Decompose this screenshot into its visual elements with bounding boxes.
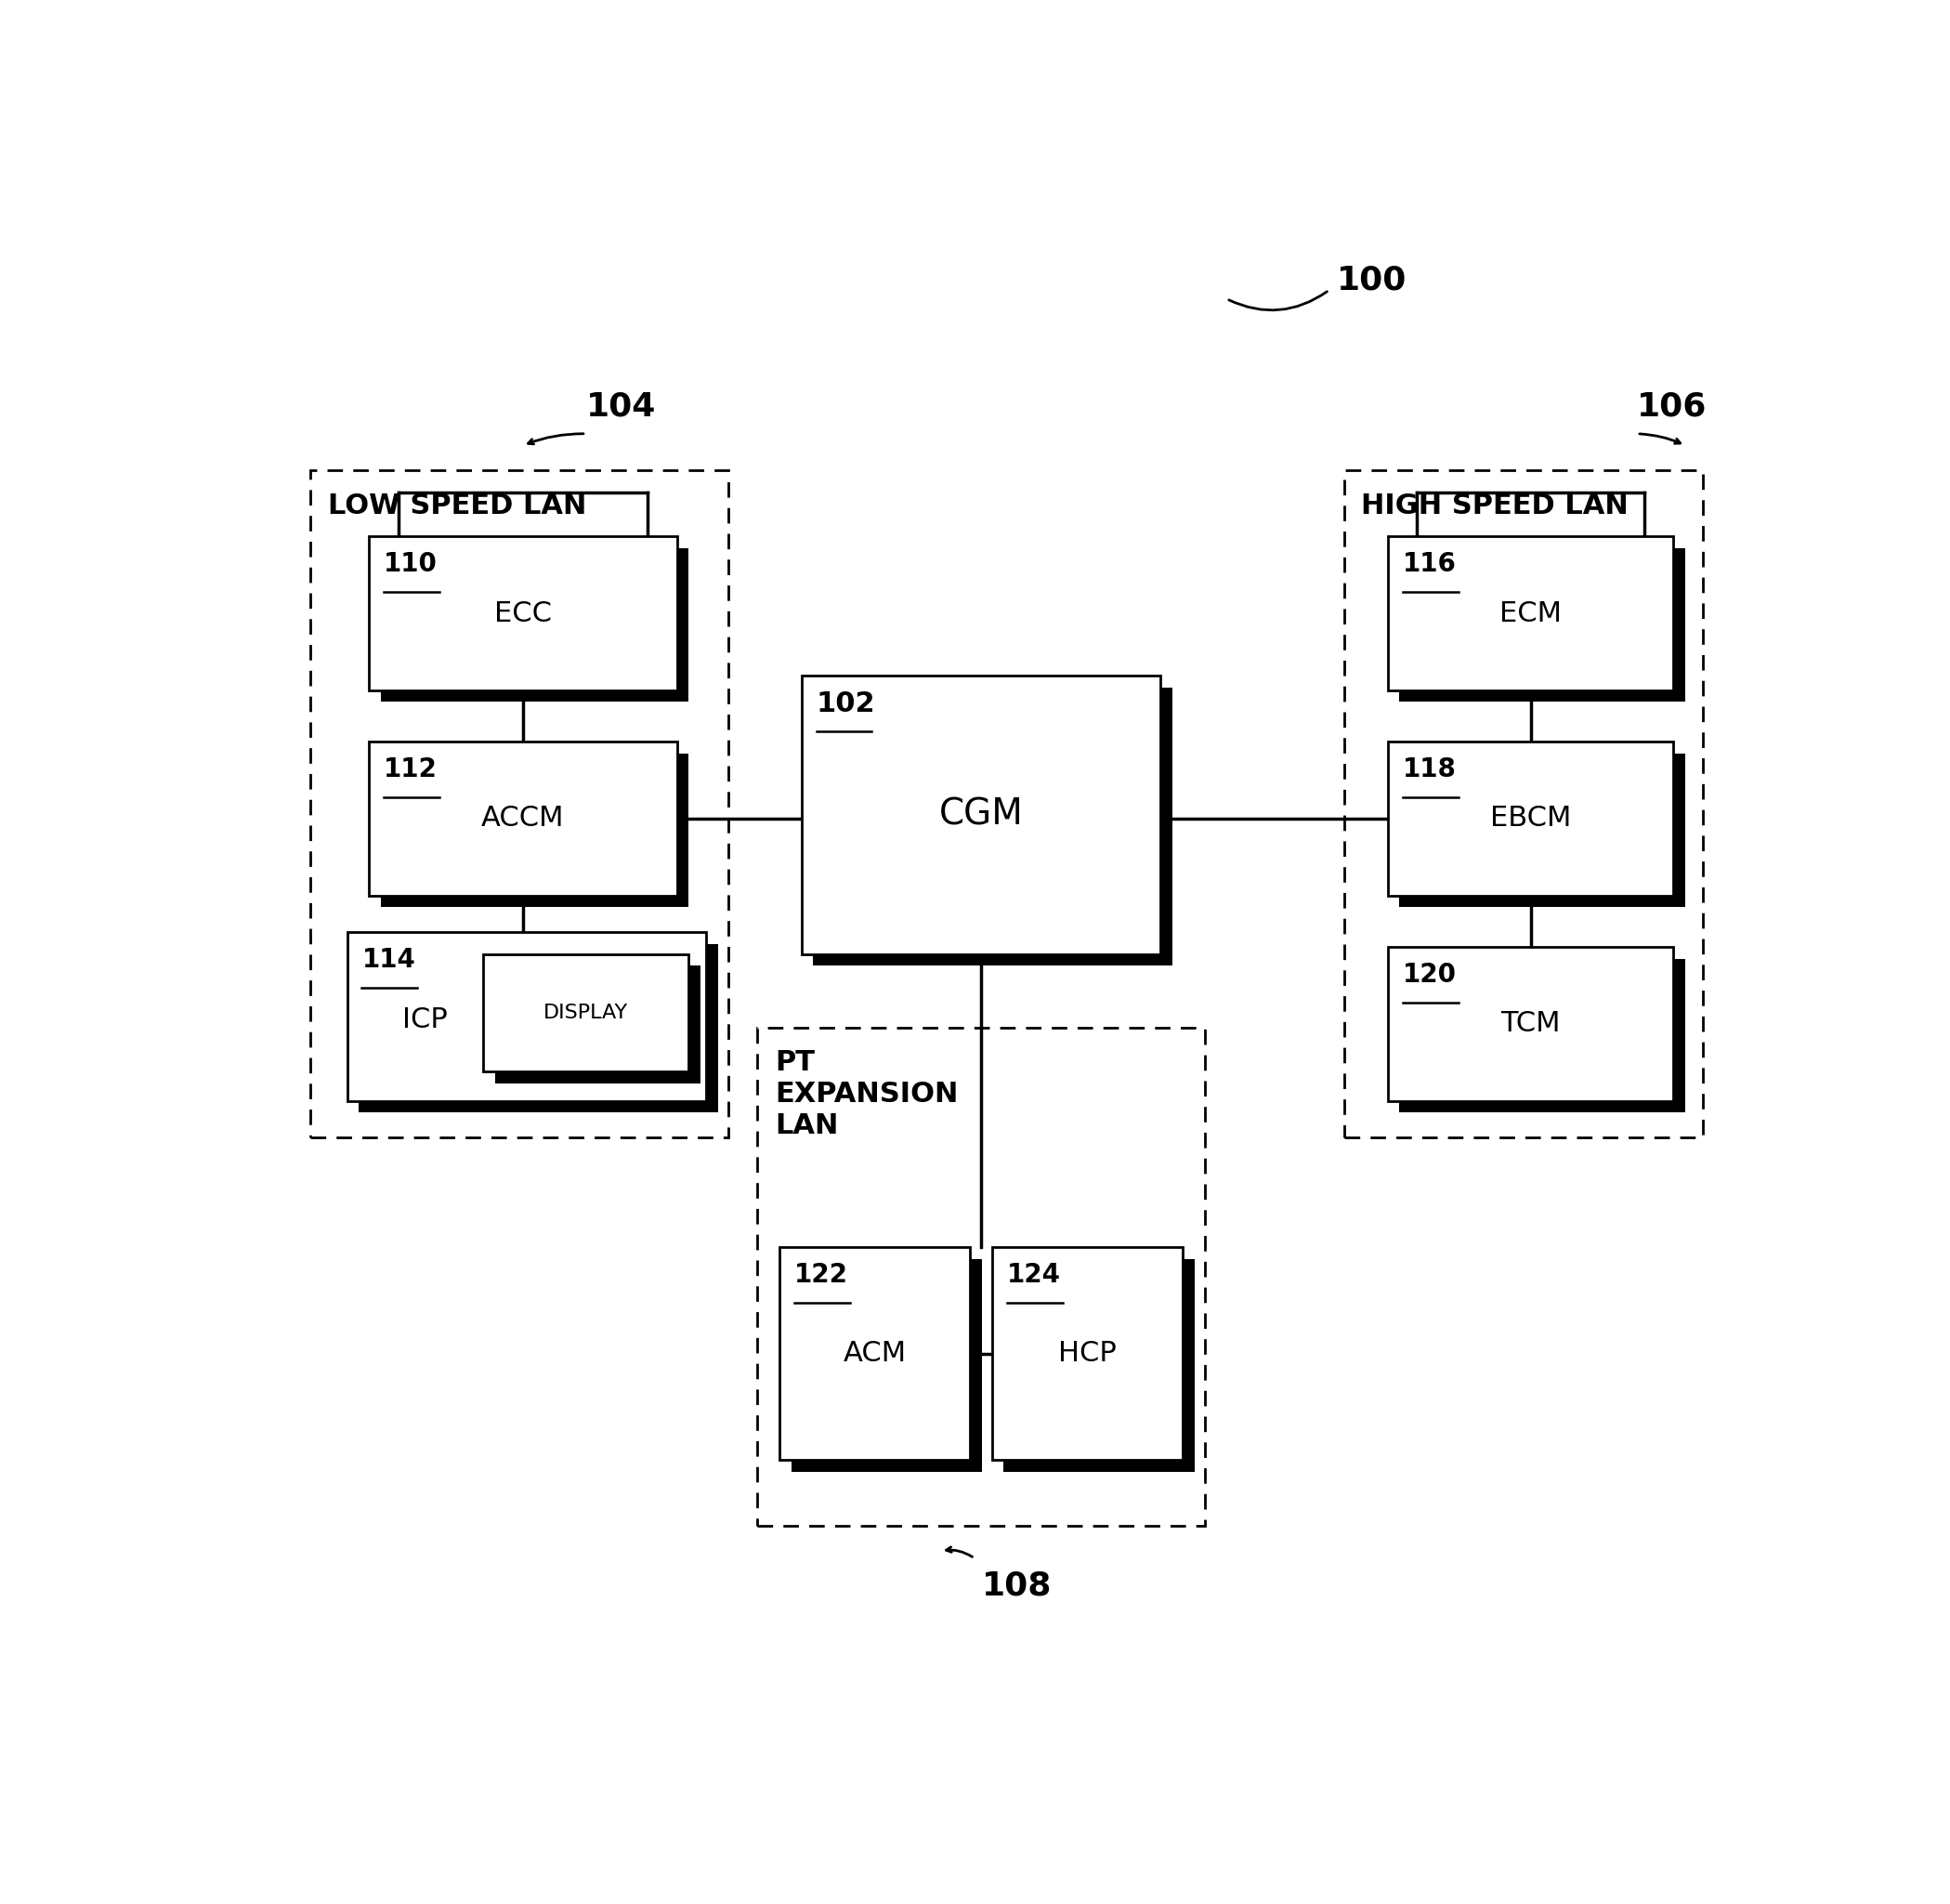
Text: 124: 124 (1006, 1262, 1061, 1289)
Text: ICP: ICP (402, 1007, 447, 1034)
Text: ECC: ECC (493, 600, 552, 626)
Bar (1004, 1259, 1193, 1472)
Text: 100: 100 (1336, 265, 1406, 295)
Text: 114: 114 (363, 946, 415, 973)
Text: HIGH SPEED LAN: HIGH SPEED LAN (1361, 493, 1628, 520)
Bar (495, 965, 700, 1083)
Text: 110: 110 (384, 550, 437, 577)
Bar (1400, 958, 1685, 1112)
Bar (1400, 548, 1685, 703)
Bar (780, 1247, 969, 1460)
Text: 102: 102 (817, 691, 876, 718)
Bar (757, 1028, 1205, 1525)
Text: EBCM: EBCM (1490, 805, 1572, 832)
Text: ACCM: ACCM (482, 805, 565, 832)
Text: 108: 108 (981, 1571, 1051, 1601)
Text: 120: 120 (1402, 962, 1457, 988)
Bar (369, 741, 677, 895)
Text: ECM: ECM (1500, 600, 1562, 626)
Bar (1344, 470, 1702, 1137)
Bar (1388, 537, 1673, 691)
Bar (347, 933, 706, 1101)
Text: 104: 104 (587, 390, 655, 423)
Text: 112: 112 (384, 756, 437, 783)
Bar (359, 944, 718, 1112)
Bar (380, 548, 688, 703)
Text: PT
EXPANSION
LAN: PT EXPANSION LAN (774, 1049, 959, 1139)
Bar (1388, 741, 1673, 895)
Text: 116: 116 (1402, 550, 1457, 577)
Text: CGM: CGM (938, 798, 1024, 832)
Bar (380, 754, 688, 908)
Text: TCM: TCM (1502, 1011, 1560, 1038)
Text: LOW SPEED LAN: LOW SPEED LAN (328, 493, 587, 520)
Bar (310, 470, 727, 1137)
Bar (484, 954, 688, 1072)
Bar (801, 676, 1160, 954)
Text: HCP: HCP (1059, 1340, 1117, 1367)
Bar (813, 687, 1172, 965)
Text: ACM: ACM (842, 1340, 907, 1367)
Bar (1400, 754, 1685, 908)
Text: 118: 118 (1402, 756, 1457, 783)
Bar (993, 1247, 1182, 1460)
Text: 122: 122 (794, 1262, 848, 1289)
Text: 106: 106 (1636, 390, 1706, 423)
Text: DISPLAY: DISPLAY (544, 1003, 628, 1022)
Bar (1388, 946, 1673, 1101)
Bar (792, 1259, 981, 1472)
Bar (369, 537, 677, 691)
